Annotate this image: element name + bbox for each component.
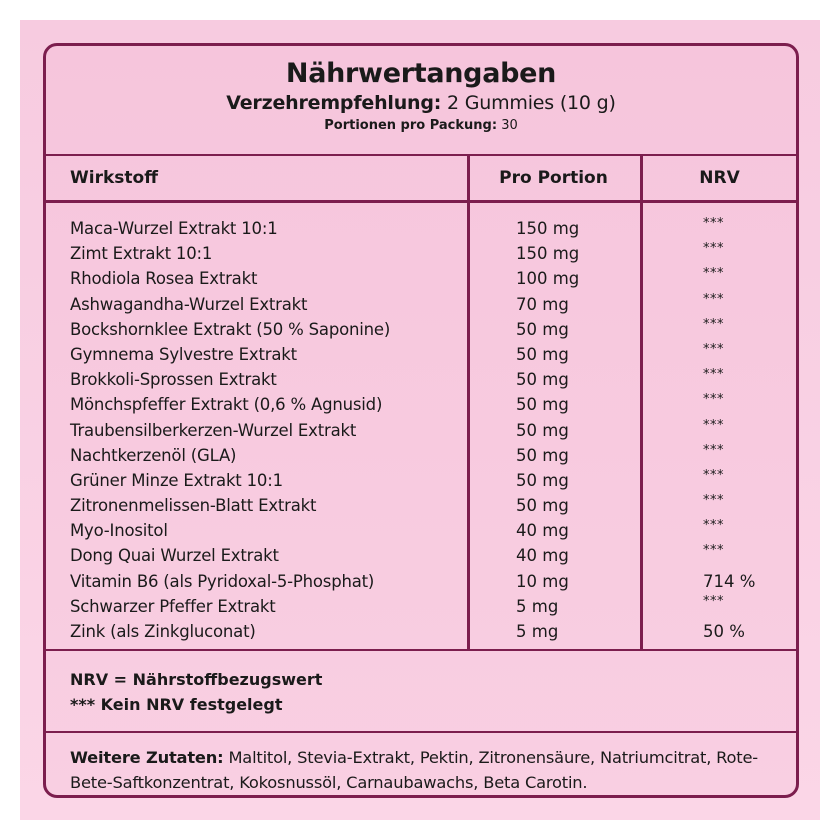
- nutrition-facts-panel: Nährwertangaben Verzehrempfehlung: 2 Gum…: [43, 43, 799, 798]
- table-row: Zimt Extrakt 10:1 150 mg ***: [46, 241, 796, 266]
- amount-per-portion: 5 mg: [516, 622, 559, 641]
- nrv-value: ***: [703, 593, 724, 609]
- nrv-value: ***: [703, 467, 724, 483]
- header-divider: [46, 200, 796, 203]
- nrv-value: ***: [703, 392, 724, 408]
- nrv-value: ***: [703, 341, 724, 357]
- amount-per-portion: 150 mg: [516, 219, 580, 238]
- other-ingredients: Weitere Zutaten: Maltitol, Stevia-Extrak…: [46, 733, 796, 795]
- nrv-value: ***: [703, 316, 724, 332]
- amount-per-portion: 40 mg: [516, 521, 569, 541]
- nrv-value: ***: [703, 442, 724, 458]
- nrv-value: 714 %: [703, 571, 756, 591]
- substance-name: Maca-Wurzel Extrakt 10:1: [70, 219, 278, 238]
- amount-per-portion: 50 mg: [516, 344, 569, 364]
- column-header-nrv: NRV: [699, 168, 740, 188]
- amount-per-portion: 100 mg: [516, 269, 580, 289]
- table-row: Brokkoli-Sprossen Extrakt 50 mg ***: [46, 367, 796, 392]
- amount-per-portion: 50 mg: [516, 319, 569, 339]
- amount-per-portion: 50 mg: [516, 470, 569, 490]
- panel-header: Nährwertangaben Verzehrempfehlung: 2 Gum…: [46, 46, 796, 156]
- amount-per-portion: 150 mg: [516, 244, 580, 264]
- table-row: Ashwagandha-Wurzel Extrakt 70 mg ***: [46, 292, 796, 317]
- table-row: Traubensilberkerzen-Wurzel Extrakt 50 mg *…: [46, 418, 796, 443]
- table-row: Zink (als Zinkgluconat) 5 mg 50 %: [46, 619, 796, 644]
- legend-nrv-definition: NRV = Nährstoffbezugswert: [70, 670, 323, 689]
- servings-per-package: Portionen pro Packung: 30: [46, 117, 796, 134]
- substance-name: Bockshornklee Extrakt (50 % Saponine): [70, 319, 391, 339]
- amount-per-portion: 10 mg: [516, 571, 569, 591]
- amount-per-portion: 70 mg: [516, 294, 569, 314]
- table-row: Bockshornklee Extrakt (50 % Saponine) 50 …: [46, 317, 796, 342]
- nrv-value: ***: [703, 266, 724, 282]
- nrv-value: ***: [703, 291, 724, 307]
- substance-name: Ashwagandha-Wurzel Extrakt: [70, 294, 308, 314]
- legend-no-nrv: *** Kein NRV festgelegt: [70, 695, 283, 714]
- nrv-value: ***: [703, 493, 724, 509]
- substance-name: Zink (als Zinkgluconat): [70, 622, 256, 641]
- serving-value: 2 Gummies (10 g): [447, 92, 616, 114]
- nrv-value: ***: [703, 543, 724, 559]
- amount-per-portion: 40 mg: [516, 546, 569, 566]
- table-row: Mönchspfeffer Extrakt (0,6 % Agnusid) 50 …: [46, 392, 796, 417]
- table-row: Gymnema Sylvestre Extrakt 50 mg ***: [46, 342, 796, 367]
- substance-name: Brokkoli-Sprossen Extrakt: [70, 370, 277, 390]
- nrv-value: ***: [703, 367, 724, 383]
- substance-name: Rhodiola Rosea Extrakt: [70, 269, 258, 289]
- table-row: Myo-Inositol 40 mg ***: [46, 518, 796, 543]
- table-row: Maca-Wurzel Extrakt 10:1 150 mg ***: [46, 216, 796, 241]
- substance-name: Gymnema Sylvestre Extrakt: [70, 344, 297, 364]
- nrv-value: ***: [703, 518, 724, 534]
- substance-name: Dong Quai Wurzel Extrakt: [70, 546, 279, 566]
- nrv-value: 50 %: [703, 622, 745, 641]
- amount-per-portion: 50 mg: [516, 445, 569, 465]
- nrv-value: ***: [703, 241, 724, 257]
- servings-label: Portionen pro Packung:: [324, 118, 498, 133]
- column-header-substance: Wirkstoff: [70, 168, 158, 188]
- nrv-value: ***: [703, 216, 724, 231]
- substance-name: Mönchspfeffer Extrakt (0,6 % Agnusid): [70, 395, 383, 415]
- serving-label: Verzehrempfehlung:: [226, 92, 442, 114]
- substance-name: Schwarzer Pfeffer Extrakt: [70, 596, 276, 616]
- table-row: Zitronenmelissen-Blatt Extrakt 50 mg ***: [46, 493, 796, 518]
- panel-title: Nährwertangaben: [285, 58, 557, 89]
- ingredients-label: Weitere Zutaten:: [70, 748, 224, 767]
- serving-suggestion: Verzehrempfehlung: 2 Gummies (10 g): [46, 91, 796, 115]
- amount-per-portion: 50 mg: [516, 496, 569, 516]
- ingredients-text: Maltitol, Stevia-Extrakt, Pektin, Zitron…: [70, 748, 758, 792]
- table-row: Grüner Minze Extrakt 10:1 50 mg ***: [46, 468, 796, 493]
- column-header-per-portion: Pro Portion: [499, 168, 608, 188]
- substance-name: Vitamin B6 (als Pyridoxal-5-Phosphat): [70, 571, 375, 591]
- nutrition-table: Wirkstoff Pro Portion NRV Maca-Wurzel Ex…: [46, 156, 796, 651]
- column-divider: [467, 156, 470, 649]
- nrv-value: ***: [703, 417, 724, 433]
- column-divider: [640, 156, 643, 649]
- amount-per-portion: 50 mg: [516, 370, 569, 390]
- table-body: Maca-Wurzel Extrakt 10:1 150 mg *** Zimt Ex…: [46, 216, 796, 644]
- amount-per-portion: 50 mg: [516, 395, 569, 415]
- table-row: Rhodiola Rosea Extrakt 100 mg ***: [46, 266, 796, 291]
- legend: NRV = Nährstoffbezugswert *** Kein NRV f…: [46, 651, 796, 733]
- substance-name: Zimt Extrakt 10:1: [70, 244, 213, 264]
- substance-name: Traubensilberkerzen-Wurzel Extrakt: [70, 420, 357, 440]
- table-row: Dong Quai Wurzel Extrakt 40 mg ***: [46, 543, 796, 568]
- substance-name: Grüner Minze Extrakt 10:1: [70, 470, 283, 490]
- substance-name: Myo-Inositol: [70, 521, 168, 541]
- amount-per-portion: 5 mg: [516, 596, 559, 616]
- servings-value: 30: [501, 118, 518, 133]
- substance-name: Nachtkerzenöl (GLA): [70, 445, 237, 465]
- amount-per-portion: 50 mg: [516, 420, 569, 440]
- table-row: Schwarzer Pfeffer Extrakt 5 mg ***: [46, 594, 796, 619]
- table-row: Vitamin B6 (als Pyridoxal-5-Phosphat) 10 …: [46, 569, 796, 594]
- substance-name: Zitronenmelissen-Blatt Extrakt: [70, 496, 317, 516]
- table-row: Nachtkerzenöl (GLA) 50 mg ***: [46, 443, 796, 468]
